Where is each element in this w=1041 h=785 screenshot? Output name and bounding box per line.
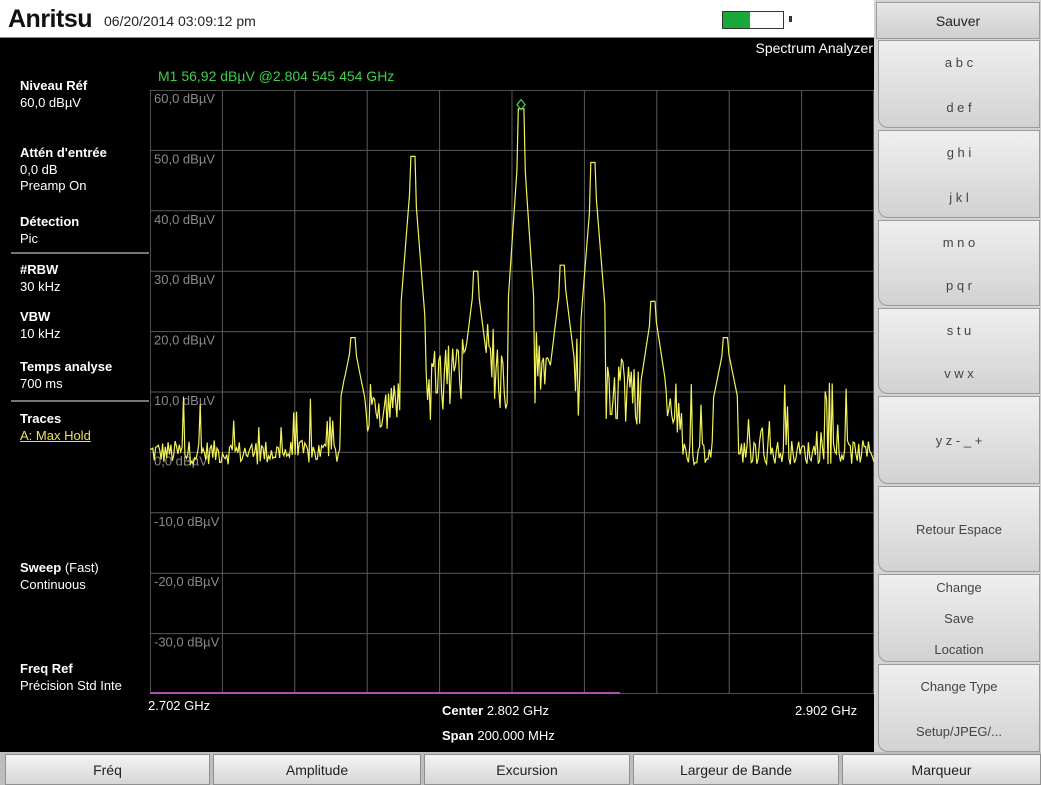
- y-tick-label: 30,0 dBµV: [154, 272, 215, 287]
- softkey-label: s t u: [946, 322, 972, 338]
- softkey-button-8[interactable]: Change Type Setup/JPEG/...: [878, 664, 1040, 752]
- separator: [11, 400, 149, 402]
- y-tick-label: -20,0 dBµV: [154, 574, 220, 589]
- span-freq: Span 200.000 MHz: [442, 728, 555, 743]
- tab-amplitude[interactable]: Amplitude: [213, 754, 421, 785]
- tab-marqueur[interactable]: Marqueur: [842, 754, 1041, 785]
- softkey-label: g h i: [946, 145, 972, 160]
- ref-level-label: Niveau Réf: [20, 78, 88, 93]
- menu-title: Sauver: [876, 2, 1040, 39]
- battery-icon: [722, 11, 784, 29]
- sweep-mode: Continuous: [20, 577, 86, 592]
- vbw-value: 10 kHz: [20, 326, 61, 341]
- preamp-status: Preamp On: [20, 178, 87, 193]
- ref-level-value: 60,0 dBµV: [20, 95, 81, 110]
- anritsu-logo: Anritsu: [8, 5, 93, 34]
- softkey-label: m n o: [942, 234, 976, 250]
- traces-label: Traces: [20, 411, 62, 426]
- sweep-label-text: Sweep: [20, 560, 62, 575]
- softkey-label: Setup/JPEG/...: [916, 723, 1002, 739]
- sweep-time-value: 700 ms: [20, 376, 63, 391]
- y-tick-label: -10,0 dBµV: [154, 514, 220, 529]
- y-tick-label: 40,0 dBµV: [154, 212, 215, 227]
- softkey-label: a b c: [944, 55, 974, 70]
- mode-label: Spectrum Analyzer: [755, 40, 874, 56]
- separator: [11, 252, 149, 254]
- traces-link[interactable]: A: Max Hold: [20, 428, 91, 443]
- marker-readout: M1 56,92 dBµV @2.804 545 454 GHz: [158, 68, 395, 84]
- softkey-label: j k l: [949, 189, 969, 205]
- softkey-label: d e f: [946, 99, 972, 115]
- y-tick-label: 20,0 dBµV: [154, 333, 215, 348]
- marker-m1-icon[interactable]: [516, 98, 526, 111]
- traces-value[interactable]: A: Max Hold: [20, 428, 91, 443]
- softkey-button-5[interactable]: y z - _ +: [878, 396, 1040, 484]
- rbw-label: #RBW: [20, 262, 59, 277]
- vbw-label: VBW: [20, 309, 51, 324]
- span-value: 200.000 MHz: [477, 728, 555, 743]
- trace-a: [150, 108, 874, 467]
- sweep-speed: (Fast): [64, 560, 99, 575]
- tab-excursion[interactable]: Excursion: [424, 754, 630, 785]
- x-start-label: 2.702 GHz: [148, 698, 211, 713]
- softkey-label: Change Type: [920, 679, 998, 694]
- softkey-label: Retour Espace: [916, 522, 1002, 537]
- freq-ref-value: Précision Std Inte: [20, 678, 122, 693]
- softkey-label: y z - _ +: [935, 433, 983, 448]
- softkey-label: p q r: [945, 278, 972, 294]
- y-tick-label: 50,0 dBµV: [154, 151, 215, 166]
- softkey-button-3[interactable]: m n o p q r: [878, 220, 1040, 306]
- y-tick-label: -30,0 dBµV: [154, 635, 220, 650]
- softkey-label: Location: [934, 641, 984, 657]
- softkey-button-4[interactable]: s t u v w x: [878, 308, 1040, 394]
- y-tick-labels: 60,0 dBµV 50,0 dBµV 40,0 dBµV 30,0 dBµV 20,0…: [154, 91, 220, 650]
- softkey-label: Change: [936, 580, 982, 596]
- softkey-button-2[interactable]: g h i j k l: [878, 130, 1040, 218]
- softkey-button-7[interactable]: Change Save Location: [878, 574, 1040, 662]
- center-freq: Center 2.802 GHz: [442, 703, 549, 718]
- rbw-value: 30 kHz: [20, 279, 61, 294]
- atten-value: 0,0 dB: [20, 162, 58, 177]
- battery-tip: [789, 16, 792, 22]
- softkey-button-6[interactable]: Retour Espace: [878, 486, 1040, 572]
- y-tick-label: 10,0 dBµV: [154, 393, 215, 408]
- spectrum-plot[interactable]: 60,0 dBµV 50,0 dBµV 40,0 dBµV 30,0 dBµV 20,0…: [150, 90, 874, 694]
- span-label: Span: [442, 728, 474, 743]
- datetime: 06/20/2014 03:09:12 pm: [104, 13, 256, 29]
- brand-text: Anritsu: [8, 5, 93, 33]
- softkey-label: Save: [944, 611, 974, 626]
- freq-ref-label: Freq Ref: [20, 661, 73, 676]
- detection-label: Détection: [20, 214, 80, 229]
- y-tick-label: 60,0 dBµV: [154, 91, 215, 106]
- sweep-label: Sweep (Fast): [20, 560, 99, 575]
- tab-largeur-de-bande[interactable]: Largeur de Bande: [633, 754, 839, 785]
- battery-level: [723, 12, 750, 28]
- marker-layer: [516, 98, 526, 111]
- tab-fréq[interactable]: Fréq: [5, 754, 210, 785]
- sweep-time-label: Temps analyse: [20, 359, 113, 374]
- softkey-button-1[interactable]: a b c d e f: [878, 40, 1040, 128]
- center-label: Center: [442, 703, 484, 718]
- x-stop-label: 2.902 GHz: [795, 703, 858, 718]
- detection-value: Pic: [20, 231, 39, 246]
- softkey-label: v w x: [944, 366, 974, 382]
- center-value: 2.802 GHz: [486, 703, 549, 718]
- atten-label: Attén d'entrée: [20, 145, 107, 160]
